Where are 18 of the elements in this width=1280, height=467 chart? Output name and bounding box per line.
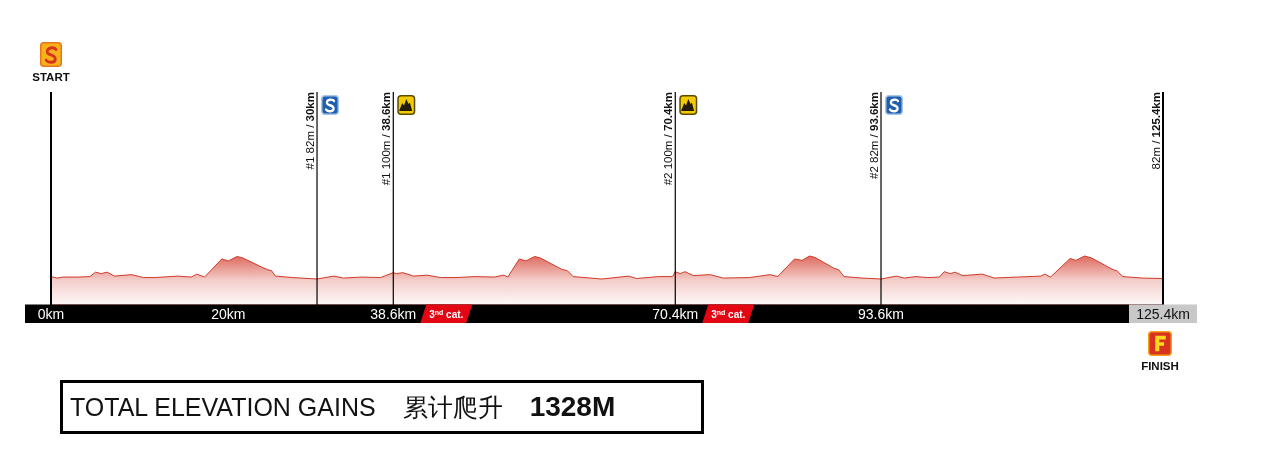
text: 3$^{nd}$ cat. [711,308,746,320]
text: 1328M [529,391,616,423]
ref-line-label: 82m / 125.4km [1150,92,1162,170]
text: FINISH [1141,360,1179,372]
x-tick-label: 0km [37,306,65,323]
x-tick-label: 20km [211,306,246,323]
x-tick-label: 93.6km [858,306,904,323]
ref-line-label: #1 82m / 30km [304,92,317,170]
x-tick-label: 38.6km [370,306,417,323]
x-tick-label: 70.4km [652,306,699,323]
text: START [32,71,70,83]
ref-line-label: #2 100m / 70.4km [662,92,675,186]
ref-line-label: #1 100m / 38.6km [380,92,393,186]
text: 累计爬升 [402,391,503,423]
x-tick-label: 125.4km [1136,306,1190,323]
ref-line-label: #2 82m / 93.6km [868,92,881,179]
text: TOTAL ELEVATION GAINS [70,392,376,422]
text: 3$^{nd}$ cat. [429,308,464,320]
